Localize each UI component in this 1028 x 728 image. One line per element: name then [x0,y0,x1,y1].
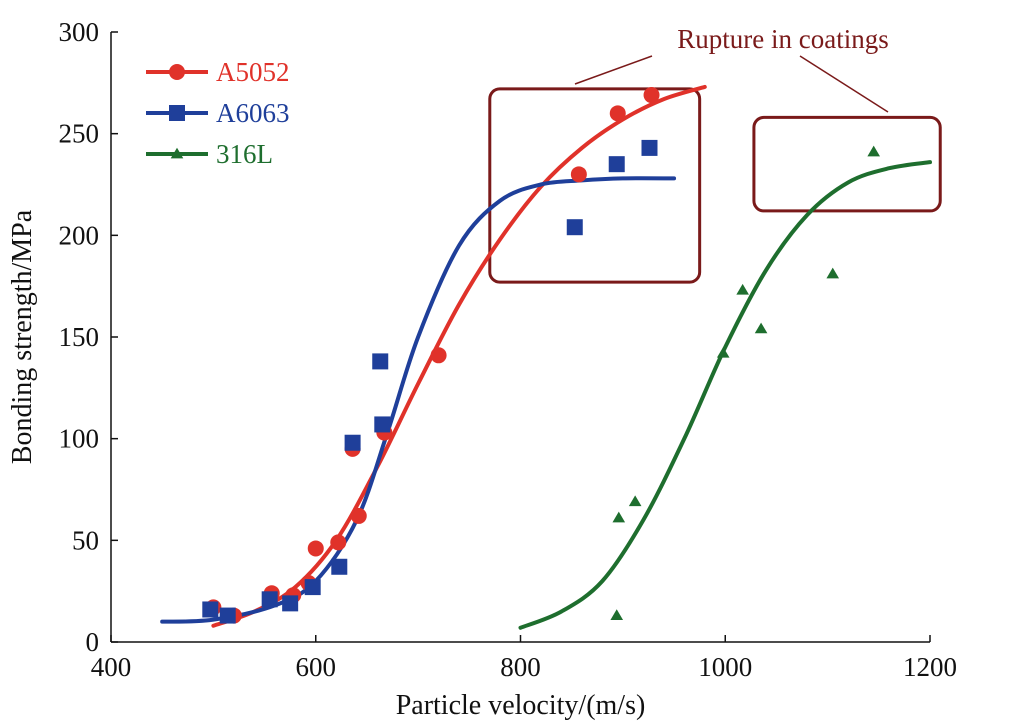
point-316l [628,495,642,507]
y-tick-label: 300 [59,17,100,47]
point-a6063 [331,558,348,575]
y-axis-title: Bonding strength/MPa [7,209,38,464]
point-a6063 [282,595,299,612]
y-tick-label: 250 [59,119,100,149]
point-316l [612,511,626,523]
point-a5052 [330,534,347,551]
point-a6063 [261,591,278,608]
point-a6063 [608,156,625,173]
point-a5052 [570,166,587,183]
fit-curve-a6063 [160,176,677,624]
annotation-boxes [488,87,942,284]
point-a6063 [344,434,361,451]
legend-marker-316l [170,147,184,159]
point-316l [610,609,624,620]
x-tick-label: 800 [500,652,541,682]
point-a6063 [202,601,219,618]
point-a5052 [350,507,367,524]
point-a6063 [304,579,321,596]
y-tick-label: 50 [72,525,99,555]
fit-curve-a5052 [211,84,707,628]
point-a5052 [609,105,626,122]
point-316l [736,283,749,295]
legend-label-a6063: A6063 [216,98,290,128]
point-a5052 [643,87,660,104]
x-tick-label: 1000 [698,652,752,682]
legend-marker-a6063 [169,105,185,121]
data-points [202,87,880,624]
annotation-leader-1 [574,55,653,85]
annotation: Rupture in coatings [574,24,889,113]
annotation-text: Rupture in coatings [677,24,888,54]
point-316l [754,322,768,334]
annotation-leader-2 [799,55,889,113]
point-a6063 [374,416,391,433]
point-a6063 [372,353,389,370]
tick-labels: 400 600 800 1000 1200 0 50 100 150 200 250 300 [59,17,958,682]
x-tick-label: 1200 [903,652,957,682]
annotation-box-2 [752,115,942,213]
point-316l [716,346,730,358]
point-a6063 [641,139,658,156]
point-a6063 [219,607,236,624]
legend-marker-a5052 [169,64,185,80]
x-axis-title: Particle velocity/(m/s) [396,690,646,721]
y-tick-label: 100 [59,424,100,454]
y-tick-label: 0 [86,627,100,657]
y-tick-label: 150 [59,322,100,352]
point-a6063 [566,219,583,236]
point-a5052 [307,540,324,557]
legend-label-316l: 316L [216,139,273,169]
y-tick-label: 200 [59,220,100,250]
point-316l [867,145,880,157]
axes [110,31,931,643]
fit-curves [160,84,932,630]
legend: A5052 A6063 316L [146,57,290,169]
point-316l [826,267,840,279]
x-tick-label: 400 [91,652,132,682]
legend-label-a5052: A5052 [216,57,290,87]
annotation-box-1 [488,87,702,284]
point-a5052 [430,347,447,364]
x-tick-label: 600 [296,652,337,682]
